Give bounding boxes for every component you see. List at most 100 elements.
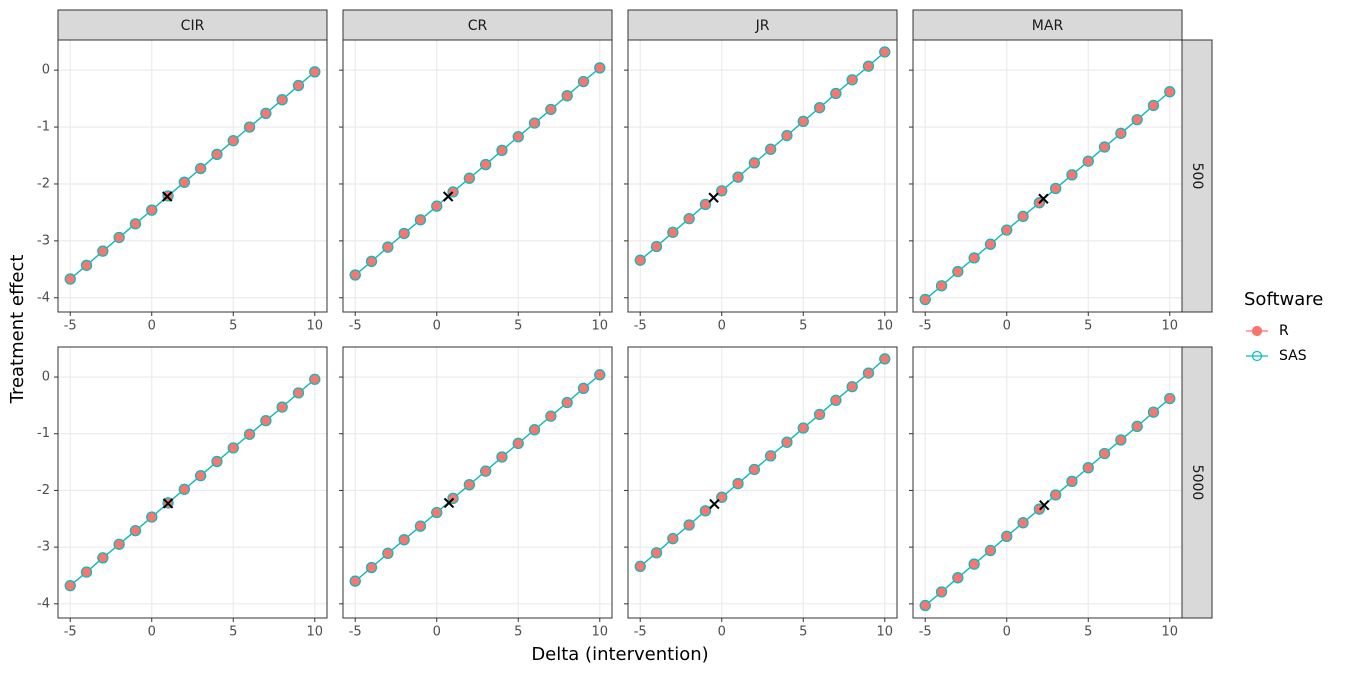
panel-border xyxy=(57,39,328,313)
point xyxy=(862,367,875,379)
point xyxy=(765,450,777,462)
x-tick-label: -5 xyxy=(919,625,932,640)
point xyxy=(349,575,361,587)
y-tick-label: -4 xyxy=(37,290,50,305)
panel-border xyxy=(627,346,898,619)
point xyxy=(528,117,541,129)
x-tick-label: 5 xyxy=(229,625,237,640)
x-tick-label: 5 xyxy=(799,319,807,334)
point xyxy=(634,560,646,573)
x-tick-label: 0 xyxy=(1003,625,1011,640)
x-tick-label: 5 xyxy=(514,319,522,334)
x-tick-label: 10 xyxy=(591,319,608,334)
point xyxy=(243,121,256,133)
x-tick-label: 5 xyxy=(1084,625,1092,640)
point xyxy=(276,401,288,413)
point xyxy=(716,491,728,503)
legend-marker xyxy=(1251,350,1263,362)
point xyxy=(813,102,826,114)
legend-text: R xyxy=(1279,323,1289,339)
panel-border xyxy=(627,39,898,313)
y-tick-label: -3 xyxy=(37,540,50,555)
point xyxy=(64,580,76,592)
point xyxy=(447,186,459,198)
point xyxy=(146,204,158,216)
point xyxy=(650,547,663,559)
point xyxy=(178,483,190,495)
x-tick-label: 10 xyxy=(1161,625,1178,640)
strip xyxy=(627,9,898,41)
y-tick-label: -2 xyxy=(37,483,50,498)
x-tick-label: 0 xyxy=(148,625,156,640)
x-tick-label: 10 xyxy=(591,625,608,640)
point xyxy=(1033,197,1045,209)
strip xyxy=(57,9,328,41)
point xyxy=(309,66,321,78)
point xyxy=(431,200,443,212)
point xyxy=(512,437,524,449)
point xyxy=(211,455,223,468)
point xyxy=(594,369,606,381)
point xyxy=(1164,86,1176,98)
point xyxy=(846,74,858,86)
series-line xyxy=(69,378,316,587)
strip-text: JR xyxy=(755,18,770,34)
point xyxy=(935,280,948,292)
point xyxy=(1098,141,1111,153)
point xyxy=(178,176,190,188)
point xyxy=(1131,420,1143,432)
point xyxy=(195,163,207,175)
point xyxy=(545,410,557,422)
point xyxy=(243,428,256,440)
strip xyxy=(912,9,1183,41)
point xyxy=(162,190,174,202)
point xyxy=(113,538,125,550)
y-tick-label: -1 xyxy=(37,120,50,135)
x-tick-label: 10 xyxy=(306,319,323,334)
x-tick-label: 0 xyxy=(1003,319,1011,334)
point xyxy=(496,144,508,156)
panel-border xyxy=(342,39,613,313)
point xyxy=(797,115,809,127)
point xyxy=(968,558,980,570)
point xyxy=(463,479,475,491)
strip-text: CR xyxy=(468,18,488,34)
strip-text: 500 xyxy=(1189,163,1205,190)
cross xyxy=(1038,193,1049,204)
point xyxy=(260,415,272,427)
point xyxy=(1050,182,1062,195)
point xyxy=(748,157,760,169)
panel-border xyxy=(57,346,328,619)
series-line xyxy=(354,374,601,582)
point xyxy=(1033,503,1045,515)
point xyxy=(813,408,826,421)
point xyxy=(1115,434,1127,446)
point xyxy=(113,231,125,244)
x-tick-label: 0 xyxy=(718,319,726,334)
panel-border xyxy=(912,346,1183,619)
panel xyxy=(343,40,612,312)
point xyxy=(292,387,305,399)
x-tick-label: 10 xyxy=(876,319,893,334)
strip xyxy=(342,9,613,41)
point xyxy=(561,396,573,409)
cross xyxy=(162,191,173,202)
point xyxy=(1164,392,1176,405)
point xyxy=(830,394,842,406)
point xyxy=(1001,224,1013,236)
y-tick-label: -3 xyxy=(37,233,50,248)
point xyxy=(129,218,142,230)
cross xyxy=(442,191,454,202)
series-line xyxy=(639,358,886,567)
cross xyxy=(708,192,719,203)
cross xyxy=(443,497,455,509)
x-tick-label: 10 xyxy=(876,625,893,640)
point xyxy=(781,436,793,448)
cross xyxy=(709,498,720,510)
point xyxy=(227,135,239,147)
point xyxy=(765,143,777,155)
y-tick-label: -4 xyxy=(37,596,50,611)
series-line xyxy=(354,67,601,276)
x-tick-label: 5 xyxy=(799,625,807,640)
